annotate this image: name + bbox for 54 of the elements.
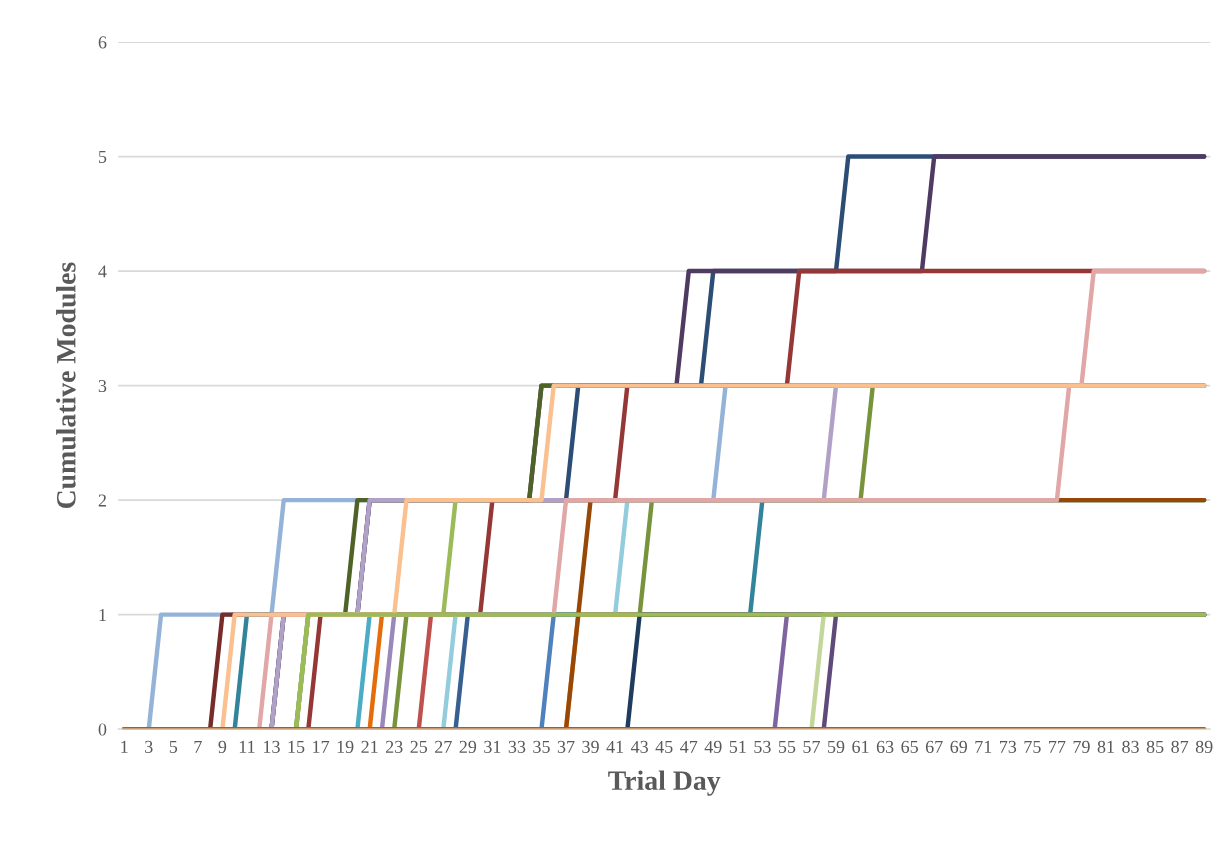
x-tick-label: 25: [410, 740, 428, 753]
x-tick-label: 43: [630, 740, 648, 753]
x-tick-label: 41: [606, 740, 624, 753]
y-tick-label: 4: [98, 265, 107, 278]
x-tick-label: 11: [239, 740, 255, 753]
x-tick-label: 3: [145, 740, 153, 753]
x-tick-label: 19: [337, 740, 354, 753]
x-tick-label: 61: [852, 740, 869, 753]
x-tick-label: 7: [194, 740, 202, 753]
x-tick-label: 27: [435, 740, 452, 753]
x-tick-label: 71: [975, 740, 992, 753]
x-tick-label: 63: [876, 740, 894, 753]
y-tick-label: 0: [98, 723, 107, 736]
x-tick-label: 59: [828, 740, 845, 753]
x-tick-label: 83: [1122, 740, 1139, 753]
x-tick-label: 1: [121, 740, 128, 753]
x-tick-label: 21: [361, 740, 378, 753]
y-tick-label: 3: [98, 379, 107, 393]
x-tick-label: 23: [385, 740, 403, 753]
x-tick-label: 79: [1073, 740, 1090, 753]
x-tick-label: 5: [169, 740, 178, 753]
x-tick-label: 51: [729, 740, 746, 753]
x-tick-label: 77: [1049, 740, 1066, 753]
x-tick-label: 31: [484, 740, 501, 753]
y-tick-label: 6: [98, 36, 107, 49]
x-tick-label: 73: [999, 740, 1017, 753]
x-tick-label: 17: [313, 740, 330, 753]
x-tick-label: 47: [680, 740, 698, 753]
y-tick-label: 5: [98, 151, 107, 164]
x-tick-label: 57: [803, 740, 820, 753]
x-tick-label: 35: [533, 740, 550, 753]
x-tick-label: 69: [950, 740, 968, 753]
x-tick-label: 85: [1146, 740, 1164, 753]
x-tick-label: 33: [508, 740, 526, 753]
x-tick-label: 67: [925, 740, 943, 753]
x-tick-label: 49: [704, 740, 722, 753]
y-tick-label: 1: [99, 608, 106, 621]
x-tick-label: 89: [1195, 740, 1213, 753]
x-tick-label: 37: [557, 740, 575, 753]
x-tick-label: 15: [288, 740, 305, 753]
x-tick-label: 45: [655, 740, 673, 753]
y-tick-label: 2: [98, 494, 106, 507]
x-tick-label: 55: [778, 740, 796, 753]
x-tick-label: 13: [264, 740, 280, 753]
x-tick-label: 87: [1171, 740, 1189, 753]
x-tick-label: 65: [901, 740, 918, 753]
x-tick-label: 53: [754, 740, 771, 753]
x-tick-label: 39: [582, 740, 599, 753]
y-axis-title: Cumulative Modules: [56, 262, 76, 509]
x-tick-label: 9: [218, 740, 227, 753]
x-axis-title: Trial Day: [608, 770, 721, 796]
x-tick-label: 81: [1097, 740, 1114, 753]
x-tick-label: 29: [459, 740, 477, 753]
x-tick-label: 75: [1024, 740, 1041, 753]
